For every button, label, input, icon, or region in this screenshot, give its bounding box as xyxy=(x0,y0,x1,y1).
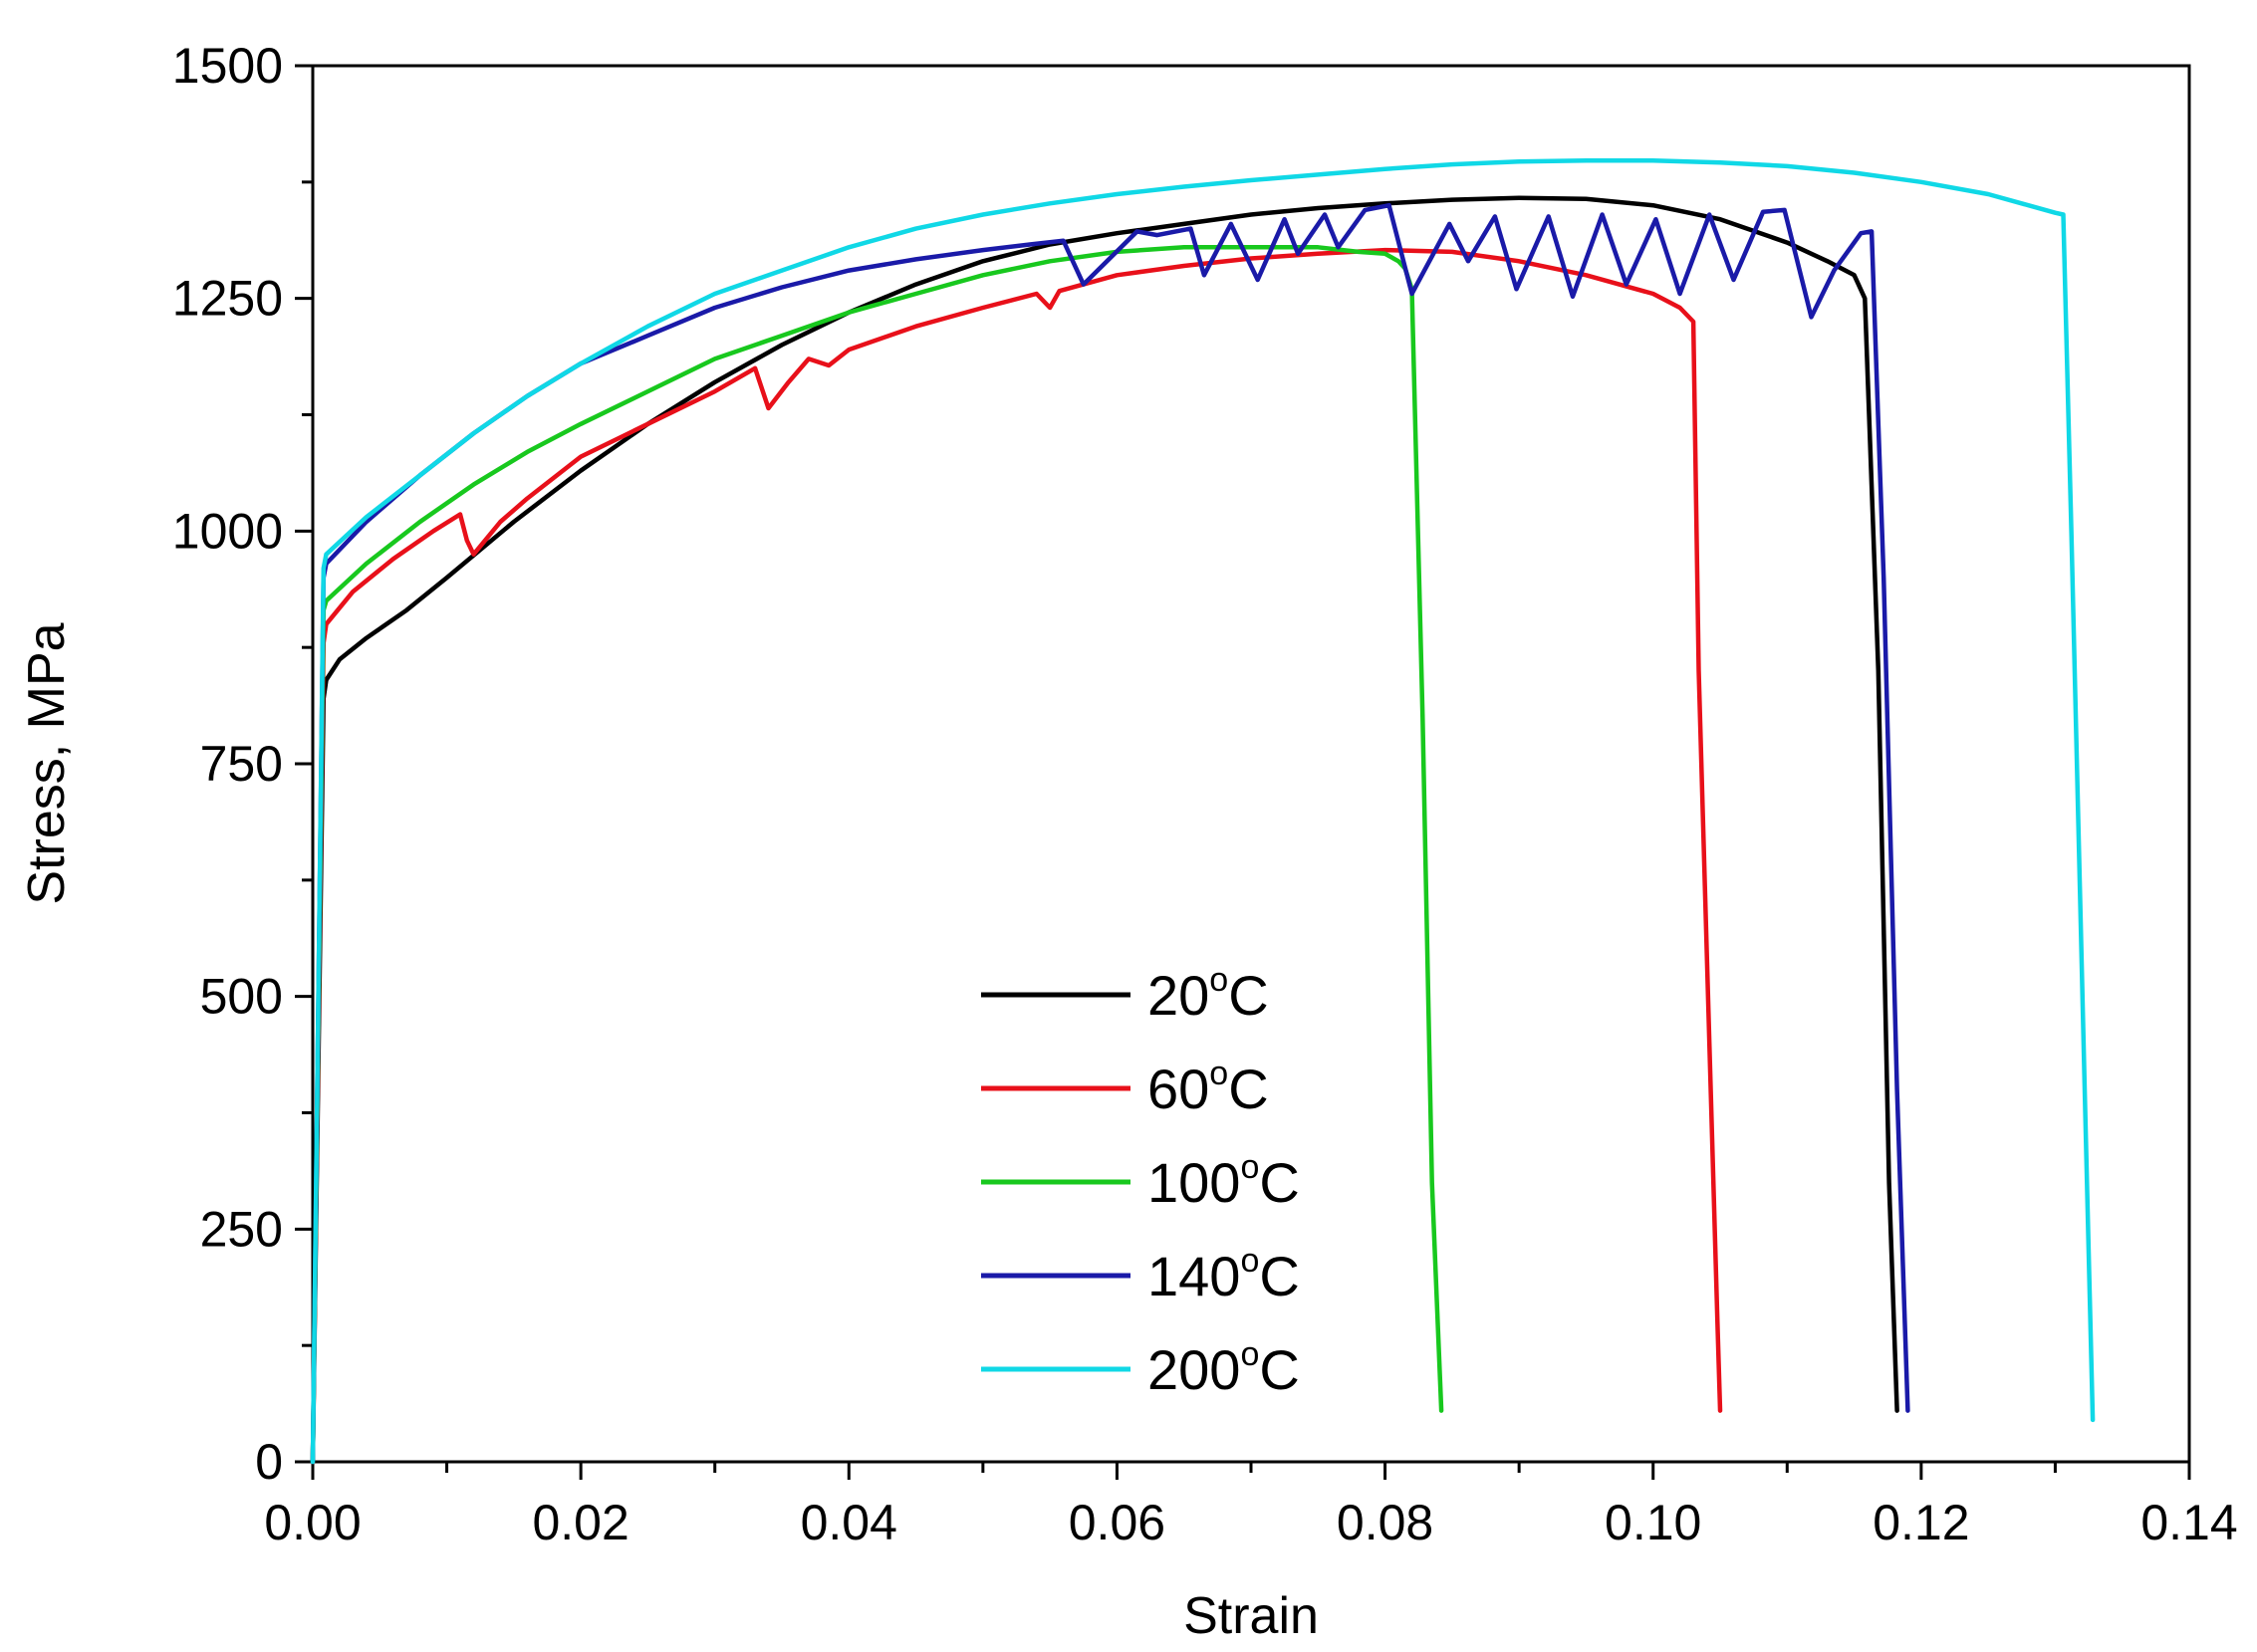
x-tick-label: 0.14 xyxy=(2140,1495,2237,1550)
x-tick-label: 0.06 xyxy=(1069,1495,1165,1550)
y-tick-label: 500 xyxy=(200,969,283,1025)
series-line-200C xyxy=(310,158,2096,1465)
legend-label-140C: 140oC xyxy=(1147,1242,1300,1307)
x-tick-label: 0.04 xyxy=(801,1495,897,1550)
legend-label-100C: 100oC xyxy=(1147,1148,1300,1214)
x-axis-title: Strain xyxy=(1183,1587,1319,1645)
x-tick-label: 0.00 xyxy=(264,1495,361,1550)
legend-label-60C: 60oC xyxy=(1147,1055,1269,1120)
y-tick-label: 1500 xyxy=(172,38,283,94)
y-tick-label: 250 xyxy=(200,1201,283,1257)
legend-label-200C: 200oC xyxy=(1147,1335,1300,1401)
series-line-20C xyxy=(310,195,1899,1465)
legend-label-20C: 20oC xyxy=(1147,961,1269,1027)
x-tick-label: 0.10 xyxy=(1605,1495,1701,1550)
series-line-140C xyxy=(310,202,1910,1465)
legend: 20oC 60oC 100oC 140oC 200oC xyxy=(981,961,1300,1401)
y-axis-title: Stress, MPa xyxy=(18,622,76,904)
y-tick-label: 0 xyxy=(255,1434,283,1490)
series-line-60C xyxy=(310,247,1723,1465)
x-axis: 0.00 0.02 0.04 0.06 0.08 0.10 0.12 0.14 xyxy=(264,1462,2238,1550)
y-tick-label: 1000 xyxy=(172,503,283,559)
series-layer xyxy=(310,158,2096,1465)
y-tick-label: 750 xyxy=(200,736,283,792)
x-tick-label: 0.08 xyxy=(1337,1495,1433,1550)
x-tick-label: 0.02 xyxy=(532,1495,628,1550)
y-tick-label: 1250 xyxy=(172,271,283,327)
x-tick-label: 0.12 xyxy=(1873,1495,1969,1550)
y-axis: 0 250 500 750 1000 1250 1500 xyxy=(172,38,313,1490)
